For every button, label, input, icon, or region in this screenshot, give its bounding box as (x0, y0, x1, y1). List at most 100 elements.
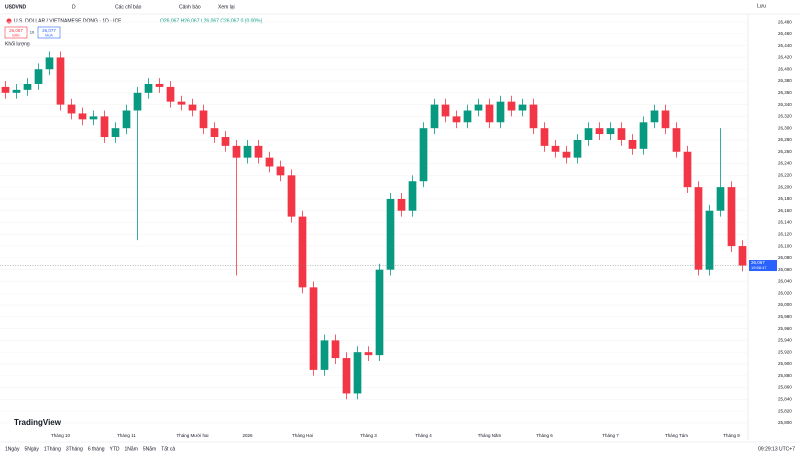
candle-body (34, 69, 43, 84)
candle-body (650, 110, 659, 123)
x-tick-label: Tháng 3 (360, 433, 377, 438)
candle-body (67, 104, 76, 114)
candle-body (254, 145, 263, 158)
symbol[interactable]: USDVND (5, 4, 27, 10)
y-tick-label: 26,440 (778, 43, 792, 48)
x-tick-label: Tháng Năm (478, 433, 502, 438)
legend-ohlc: O26,067 H26,067 L26,067 C26,067 0 (0.00%… (160, 18, 263, 24)
plot-area: 25,800 25,820 25,840 25,860 25,880 25,900 25,9… (0, 19, 792, 438)
y-tick-label: 25,820 (778, 408, 792, 413)
y-tick-label: 25,920 (778, 349, 792, 354)
candle-body (265, 157, 274, 167)
y-tick-label: 26,160 (778, 208, 792, 213)
candle-body (56, 57, 65, 105)
range-button[interactable]: 3Tháng (66, 446, 83, 452)
y-tick-label: 26,340 (778, 102, 792, 107)
last-price-tag (749, 260, 777, 272)
candle-body (375, 269, 384, 356)
sell-price: 26,067 (9, 28, 23, 33)
x-tick-label: Tháng 9 (723, 433, 740, 438)
range-button[interactable]: 1Năm (125, 446, 138, 452)
candle-body (639, 122, 648, 149)
y-tick-label: 26,400 (778, 66, 792, 71)
candle-body (298, 216, 307, 288)
candle-body (694, 187, 703, 270)
range-button[interactable]: YTD (110, 446, 120, 452)
range-button[interactable]: 5Ngày (24, 446, 39, 452)
candle-body (452, 116, 461, 123)
candle-body (496, 101, 505, 123)
candle-body (188, 104, 197, 111)
alerts-button[interactable]: Cảnh báo (179, 4, 201, 10)
last-price-label: 26,067 (751, 260, 765, 265)
candle-body (573, 139, 582, 158)
range-button[interactable]: 1Tháng (44, 446, 61, 452)
candle-body (12, 89, 21, 93)
spread: 10 (30, 30, 35, 35)
y-tick-label: 26,260 (778, 149, 792, 154)
range-button[interactable]: 5Năm (143, 446, 156, 452)
flag-icon (6, 18, 12, 24)
y-tick-label: 25,980 (778, 314, 792, 319)
range-button[interactable]: 6 tháng (88, 446, 105, 452)
candle-body (166, 86, 175, 102)
y-tick-label: 26,200 (778, 184, 792, 189)
candle-body (199, 110, 208, 129)
replay-button[interactable]: Xem lại (218, 4, 235, 10)
sell-button[interactable] (4, 26, 28, 39)
candle-body (353, 352, 362, 394)
buy-button[interactable] (37, 26, 61, 39)
candle-body (617, 128, 626, 140)
indicators-button[interactable]: Các chỉ báo (115, 3, 142, 10)
candle-body (562, 151, 571, 158)
y-tick-label: 26,000 (778, 302, 792, 307)
candle-body (705, 210, 714, 270)
candle-body (221, 137, 230, 146)
y-tick-label: 25,860 (778, 385, 792, 390)
candle-body (232, 145, 241, 158)
candle-body (1, 86, 10, 93)
candle-body (100, 116, 109, 138)
candle-body (210, 128, 219, 138)
save-button[interactable]: Lưu (757, 3, 766, 9)
candle-body (661, 110, 670, 129)
range-button[interactable]: Tất cả (161, 446, 175, 452)
candle-body (386, 198, 395, 270)
x-tick-label: Tháng 7 (602, 433, 619, 438)
x-tick-label: Tháng 6 (536, 433, 553, 438)
candle-body (155, 83, 164, 87)
candle-body (474, 104, 483, 111)
y-tick-label: 26,300 (778, 125, 792, 130)
interval[interactable]: D (72, 4, 76, 10)
range-button[interactable]: 1Ngày (5, 446, 20, 452)
clock: 09:29:13 UTC+7 (758, 446, 795, 452)
candle-body (595, 128, 604, 135)
x-tick-label: 2026 (242, 433, 253, 438)
candle-body (584, 128, 593, 140)
candle-body (463, 110, 472, 123)
buy-price: 26,077 (42, 28, 56, 33)
candle-body (111, 128, 120, 138)
y-tick-label: 25,840 (778, 397, 792, 402)
y-tick-label: 26,380 (778, 78, 792, 83)
candle-body (628, 139, 637, 149)
candle-body (78, 113, 87, 120)
candle-body (320, 340, 329, 370)
y-tick-label: 26,280 (778, 137, 792, 142)
y-tick-label: 26,120 (778, 231, 792, 236)
candle-body (529, 104, 538, 129)
countdown: 19:58:47 (751, 265, 767, 270)
y-tick-label: 26,080 (778, 255, 792, 260)
y-tick-label: 26,140 (778, 220, 792, 225)
y-tick-label: 26,420 (778, 55, 792, 60)
candle-body (287, 175, 296, 217)
candle-body (122, 110, 131, 129)
candle-body (89, 116, 98, 120)
buy-label: MUA (45, 33, 53, 37)
y-tick-label: 25,940 (778, 338, 792, 343)
x-tick-label: Tháng 11 (117, 433, 136, 438)
candle-body (540, 128, 549, 146)
candle-body (342, 358, 351, 394)
